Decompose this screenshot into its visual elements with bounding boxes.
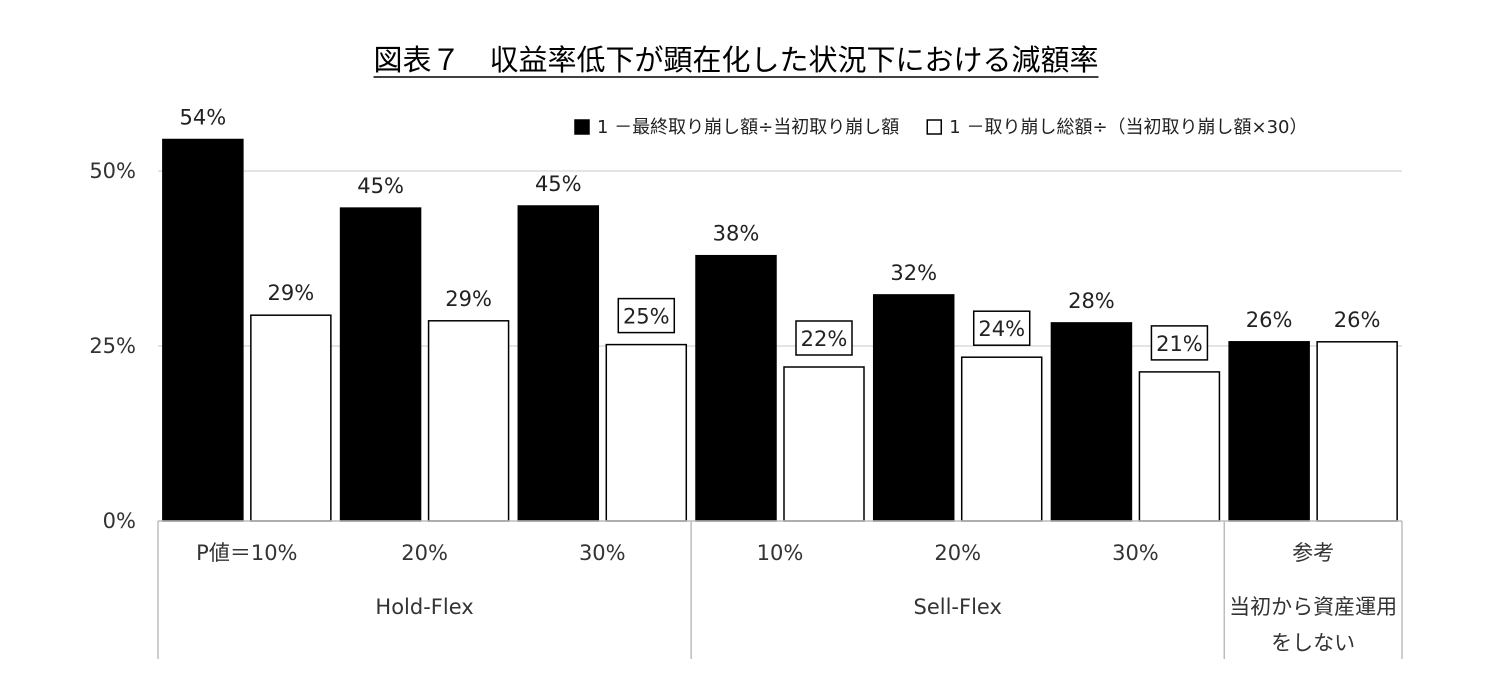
bar-final-withdrawal	[872, 294, 955, 522]
bar-final-withdrawal	[517, 205, 600, 522]
legend: 1 －最終取り崩し額÷当初取り崩し額 1 －取り崩し総額÷（当初取り崩し額×30）	[574, 117, 1308, 138]
data-label: 25%	[623, 305, 670, 329]
data-label: 24%	[978, 317, 1025, 341]
x-group-label: Sell-Flex	[914, 595, 1002, 619]
legend-label: 1 －取り崩し総額÷（当初取り崩し額×30）	[949, 117, 1307, 138]
x-category-label: 30%	[579, 541, 626, 565]
bar-total-withdrawal	[783, 366, 865, 522]
bar-total-withdrawal	[605, 343, 688, 522]
legend-label: 1 －最終取り崩し額÷当初取り崩し額	[597, 117, 899, 138]
x-category-label: 30%	[1112, 541, 1159, 565]
bar-total-withdrawal	[250, 314, 332, 522]
x-category-label: 10%	[757, 541, 804, 565]
legend-marker	[574, 119, 590, 135]
legend-marker	[926, 119, 943, 135]
x-group-label: Hold-Flex	[375, 595, 473, 619]
x-group-label: 当初から資産運用	[1229, 595, 1397, 619]
data-label: 22%	[801, 327, 848, 351]
x-category-label: 20%	[401, 541, 448, 565]
bar-total-withdrawal	[1316, 341, 1398, 522]
data-label: 26%	[1334, 308, 1381, 332]
y-tick-label: 0%	[103, 509, 136, 533]
data-label-box	[795, 320, 853, 356]
x-category-label: 20%	[934, 541, 981, 565]
bar-final-withdrawal	[695, 254, 777, 522]
bar-total-withdrawal	[427, 320, 510, 522]
data-label: 54%	[180, 106, 227, 130]
data-label: 21%	[1156, 332, 1203, 356]
data-label: 45%	[535, 172, 582, 196]
x-category-label: 参考	[1292, 541, 1334, 565]
y-axis: 0% 25% 50%	[89, 159, 136, 533]
data-label-box	[617, 297, 676, 334]
data-labels: 54% 29% 45% 29% 45% 25% 38% 22% 32% 24% 28% 21% 26% 2…	[180, 106, 1381, 361]
data-label: 38%	[713, 222, 760, 246]
bar-final-withdrawal	[1228, 341, 1310, 522]
x-category-label: P値＝10%	[196, 541, 297, 565]
data-label: 29%	[268, 281, 315, 305]
data-label: 29%	[445, 287, 492, 311]
chart-title: 図表７ 収益率低下が顕在化した状況下における減額率	[373, 43, 1099, 78]
y-tick-label: 25%	[89, 334, 136, 358]
y-tick-label: 50%	[89, 159, 136, 183]
bar-total-withdrawal	[1138, 371, 1221, 522]
data-label-box	[972, 310, 1031, 346]
bar-total-withdrawal	[960, 356, 1043, 522]
x-axis: P値＝10% 20% 30% 10% 20% 30% 参考 Hold-Flex Sell-Fle…	[157, 520, 1403, 659]
bar-final-withdrawal	[162, 138, 244, 522]
data-label-box	[1150, 325, 1209, 361]
bar-final-withdrawal	[339, 207, 422, 522]
bars	[162, 138, 1398, 522]
data-label: 26%	[1246, 308, 1293, 332]
data-label: 45%	[357, 174, 404, 198]
bar-final-withdrawal	[1050, 322, 1133, 522]
data-label: 32%	[890, 261, 937, 285]
x-group-label: をしない	[1271, 631, 1355, 655]
data-label: 28%	[1068, 289, 1115, 313]
chart-title-text: 図表７ 収益率低下が顕在化した状況下における減額率	[373, 43, 1098, 77]
